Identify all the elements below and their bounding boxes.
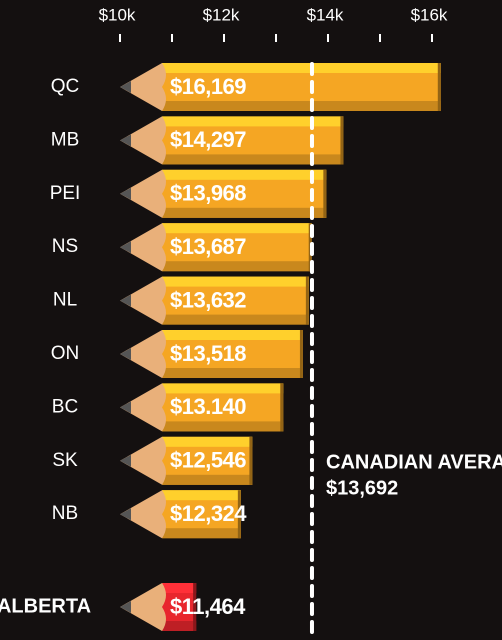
pencil [120,223,312,272]
pencil [120,169,327,218]
bar-shadow [162,101,441,111]
bar-shadow [162,368,303,378]
bar-end [340,116,344,165]
pencil-wood [120,383,166,432]
pencil-wood [120,583,166,631]
pencil-lead [120,348,131,360]
pencil [120,330,303,378]
bar-highlight [162,330,303,340]
pencil-lead [120,134,131,147]
value-label: $12,324 [170,501,247,526]
bar-highlight [162,169,327,180]
value-label: $13.140 [170,394,246,419]
bar-shadow [162,154,344,165]
bar-highlight [162,436,253,447]
pencil-lead [120,241,131,254]
pencil [120,383,284,432]
category-label: NS [52,236,78,257]
pencil-wood [120,490,166,539]
bar-end [437,63,441,111]
bar-highlight [162,490,241,501]
bar-highlight [162,583,197,593]
bar-highlight [162,116,344,127]
bar-end [305,276,309,325]
pencil-lead [120,187,131,200]
category-label: QC [51,76,80,97]
pencil [120,583,197,631]
pencil-lead [120,294,131,307]
bar-highlight [162,276,309,287]
bar-shadow [162,207,327,218]
bar-shadow [162,528,241,539]
pencil [120,490,241,539]
bar-shadow [162,421,284,432]
pencil-lead [120,508,131,521]
pencil-wood [120,436,166,485]
pencil [120,436,253,485]
bar-highlight [162,63,441,73]
annotation-title: CANADIAN AVERAGE: [326,451,502,473]
x-tick-label: $14k [307,5,344,24]
pencil-wood [120,63,166,111]
value-label: $13,968 [170,181,246,206]
bar-end [237,490,241,539]
bar-shadow [162,474,253,485]
bar-shadow [162,314,309,325]
x-tick-label: $10k [99,5,136,24]
pencil-wood [120,223,166,272]
pencil [120,63,441,111]
bar-shadow [162,621,197,631]
pencil-wood [120,116,166,165]
category-label: PEI [50,183,81,204]
category-label: BC [52,396,78,417]
annotation-value: $13,692 [326,477,398,499]
value-label: $11,464 [170,594,246,619]
category-label: ALBERTA [0,595,91,617]
category-label: NB [52,503,78,524]
pencil-lead [120,601,131,613]
bar-end [323,169,327,218]
pencil [120,276,309,325]
value-label: $16,169 [170,74,246,99]
bar-shadow [162,261,312,272]
category-label: MB [51,129,80,150]
pencil-wood [120,169,166,218]
x-tick-label: $12k [203,5,240,24]
value-label: $12,546 [170,448,246,473]
bar-end [249,436,253,485]
value-label: $13,687 [170,234,246,259]
bar-end [193,583,197,631]
value-label: $13,632 [170,287,246,312]
category-label: NL [53,290,77,311]
value-label: $14,297 [170,127,246,152]
category-label: SK [52,450,78,471]
value-label: $13,518 [170,341,246,366]
x-tick-label: $16k [411,5,448,24]
pencil-lead [120,81,131,93]
bar-highlight [162,383,284,394]
bar-highlight [162,223,312,234]
bar-end [299,330,303,378]
bar-end [280,383,284,432]
category-label: ON [51,343,80,364]
pencil-lead [120,454,131,467]
pencil-wood [120,330,166,378]
pencil-lead [120,401,131,414]
pencil-wood [120,276,166,325]
